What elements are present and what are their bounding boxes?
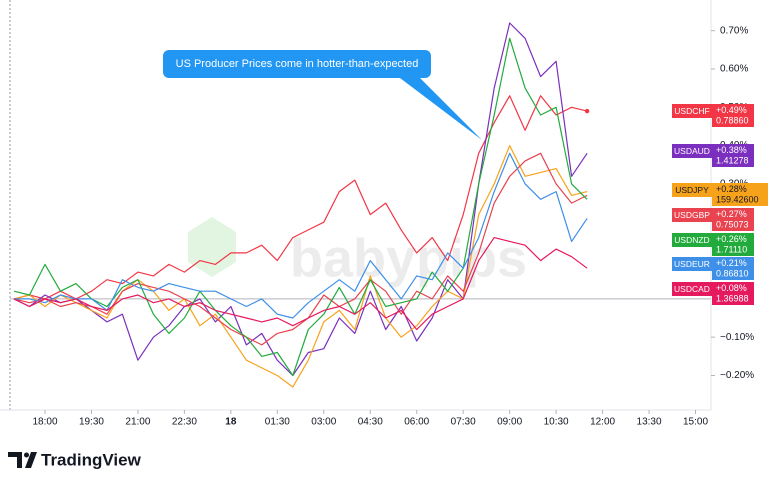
y-tick-label: −0.10% (720, 332, 754, 343)
x-tick-label: 18 (225, 417, 237, 428)
logo-dot (24, 452, 29, 458)
series-line (13, 145, 588, 388)
series-line (13, 37, 588, 377)
annotation-pointer (400, 78, 482, 140)
logo-slash (25, 452, 37, 468)
series-line (13, 22, 588, 377)
legend-price: 0.75073 (716, 219, 749, 229)
x-tick-label: 01:30 (265, 417, 290, 428)
legend-name: USDJPY (675, 185, 709, 195)
legend-value-box (712, 282, 754, 305)
legend-price: 1.71110 (716, 244, 747, 254)
legend-price: 0.86810 (716, 268, 749, 278)
legend-price: 1.36988 (716, 293, 749, 303)
annotation-box (163, 50, 431, 78)
legend-change: +0.21% (716, 258, 747, 268)
x-tick-label: 13:30 (637, 417, 662, 428)
legend-name: USDNZD (674, 235, 709, 245)
x-tick-label: 09:00 (497, 417, 522, 428)
legend-name-box (672, 144, 712, 158)
legend-name: USDGBP (674, 210, 710, 220)
legend-change: +0.28% (716, 184, 747, 194)
x-tick-label: 03:00 (311, 417, 336, 428)
legend-change: +0.38% (716, 145, 747, 155)
legend-name-box (672, 233, 712, 247)
watermark-icon (188, 217, 236, 277)
x-tick-label: 19:30 (79, 417, 104, 428)
watermark-group: babypips (188, 217, 527, 288)
x-tick-label: 10:30 (544, 417, 569, 428)
legend-name-box (672, 104, 712, 118)
annotation: US Producer Prices come in hotter-than-e… (176, 58, 419, 70)
legend-change: +0.27% (716, 209, 747, 219)
brand-logo: TradingView (8, 450, 142, 469)
legend-value-box (712, 233, 754, 256)
y-tick-label: 0.70% (720, 25, 748, 36)
x-tick-label: 22:30 (172, 417, 197, 428)
legend-value-box (712, 208, 754, 231)
legend-name: USDCAD (674, 284, 710, 294)
legend-price: 1.41278 (716, 155, 749, 165)
legend-change: +0.26% (716, 234, 747, 244)
end-dot (584, 108, 590, 114)
legend-name-box (672, 257, 712, 271)
legend-name-box (672, 183, 712, 197)
x-tick-label: 07:30 (451, 417, 476, 428)
x-tick-label: 15:00 (683, 417, 708, 428)
legend-change: +0.08% (716, 283, 747, 293)
legend-value-box (712, 257, 754, 280)
legend-change: +0.49% (716, 105, 747, 115)
logo-mark (8, 452, 22, 468)
y-tick-label: 0.60% (720, 64, 748, 75)
legend-name: USDEUR (674, 259, 710, 269)
series-line (13, 237, 588, 331)
legend-price: 159.42600 (716, 194, 759, 204)
legend-value-box (712, 144, 754, 167)
series-line (13, 152, 588, 346)
x-tick-label: 21:00 (125, 417, 150, 428)
series-line (14, 152, 588, 319)
x-tick-label: 12:00 (590, 417, 615, 428)
watermark: babypips (290, 228, 527, 288)
legend-value-box (712, 183, 768, 206)
legend-price: 0.78860 (716, 115, 749, 125)
y-tick-label: −0.20% (720, 370, 754, 381)
legend-name: USDAUD (674, 146, 710, 156)
legend-name-box (672, 208, 712, 222)
annotation-group: US Producer Prices come in hotter-than-e… (163, 50, 482, 140)
legend-value-box (712, 104, 754, 127)
x-tick-label: 06:00 (404, 417, 429, 428)
legend-name: USDCHF (674, 106, 709, 116)
legend-name-box (672, 282, 712, 296)
brand: TradingView (41, 450, 142, 469)
x-tick-label: 04:30 (358, 417, 383, 428)
x-tick-label: 18:00 (32, 417, 57, 428)
